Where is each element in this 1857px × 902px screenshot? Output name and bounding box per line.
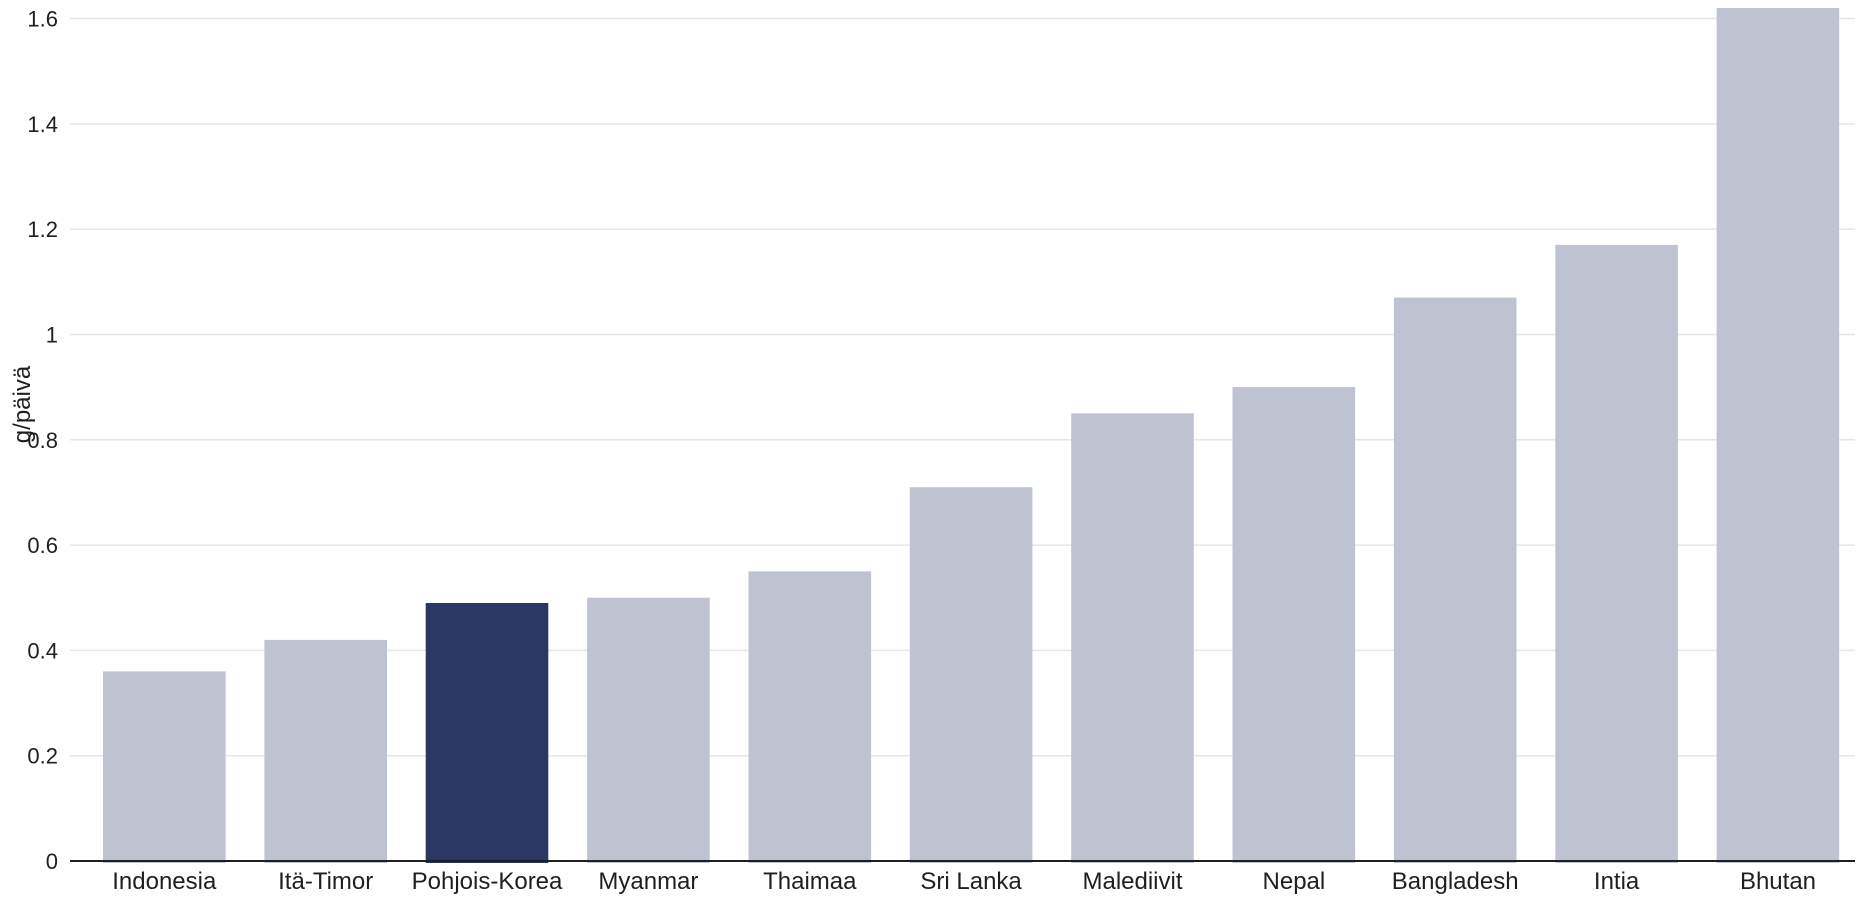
y-tick-label: 1.2 bbox=[27, 217, 58, 242]
bar-malediivit bbox=[1071, 413, 1194, 863]
x-category-label: Bangladesh bbox=[1392, 868, 1519, 895]
bar-intia bbox=[1555, 244, 1678, 863]
x-category-label: Nepal bbox=[1263, 868, 1326, 895]
x-axis-labels: Indonesia Itä-Timor Pohjois-Korea Myanmar Th… bbox=[112, 868, 1816, 895]
bar-indonesia bbox=[103, 671, 226, 863]
y-tick-label: 1 bbox=[46, 322, 58, 347]
y-axis-title: g/päivä bbox=[9, 365, 36, 443]
y-tick-label: 0.2 bbox=[27, 744, 58, 769]
y-tick-label: 0.8 bbox=[27, 428, 58, 453]
bar-nepal bbox=[1232, 387, 1356, 863]
bar-sri-lanka bbox=[909, 487, 1033, 863]
x-category-label: Intia bbox=[1594, 868, 1640, 895]
bars bbox=[103, 8, 1840, 864]
x-category-label: Sri Lanka bbox=[920, 868, 1022, 895]
x-category-label: Indonesia bbox=[112, 868, 217, 895]
bar-thaimaa bbox=[748, 571, 872, 863]
x-category-label: Thaimaa bbox=[763, 868, 857, 895]
y-tick-label: 1.4 bbox=[27, 112, 58, 137]
x-category-label: Myanmar bbox=[598, 868, 698, 895]
y-axis-ticks: 0 0.2 0.4 0.6 0.8 1 1.2 1.4 1.6 bbox=[27, 7, 58, 874]
bar-bhutan bbox=[1716, 8, 1840, 863]
x-category-label: Pohjois-Korea bbox=[412, 868, 563, 895]
y-tick-label: 0.4 bbox=[27, 638, 58, 663]
bar-bangladesh bbox=[1393, 297, 1517, 864]
bar-pohjois-korea bbox=[425, 603, 549, 863]
y-tick-label: 0 bbox=[46, 849, 58, 874]
bar-myanmar bbox=[587, 597, 710, 863]
x-category-label: Malediivit bbox=[1082, 868, 1182, 895]
x-category-label: Bhutan bbox=[1740, 868, 1816, 895]
y-tick-label: 1.6 bbox=[27, 7, 58, 32]
x-category-label: Itä-Timor bbox=[278, 868, 373, 895]
y-tick-label: 0.6 bbox=[27, 533, 58, 558]
bar-itä-timor bbox=[264, 639, 387, 863]
